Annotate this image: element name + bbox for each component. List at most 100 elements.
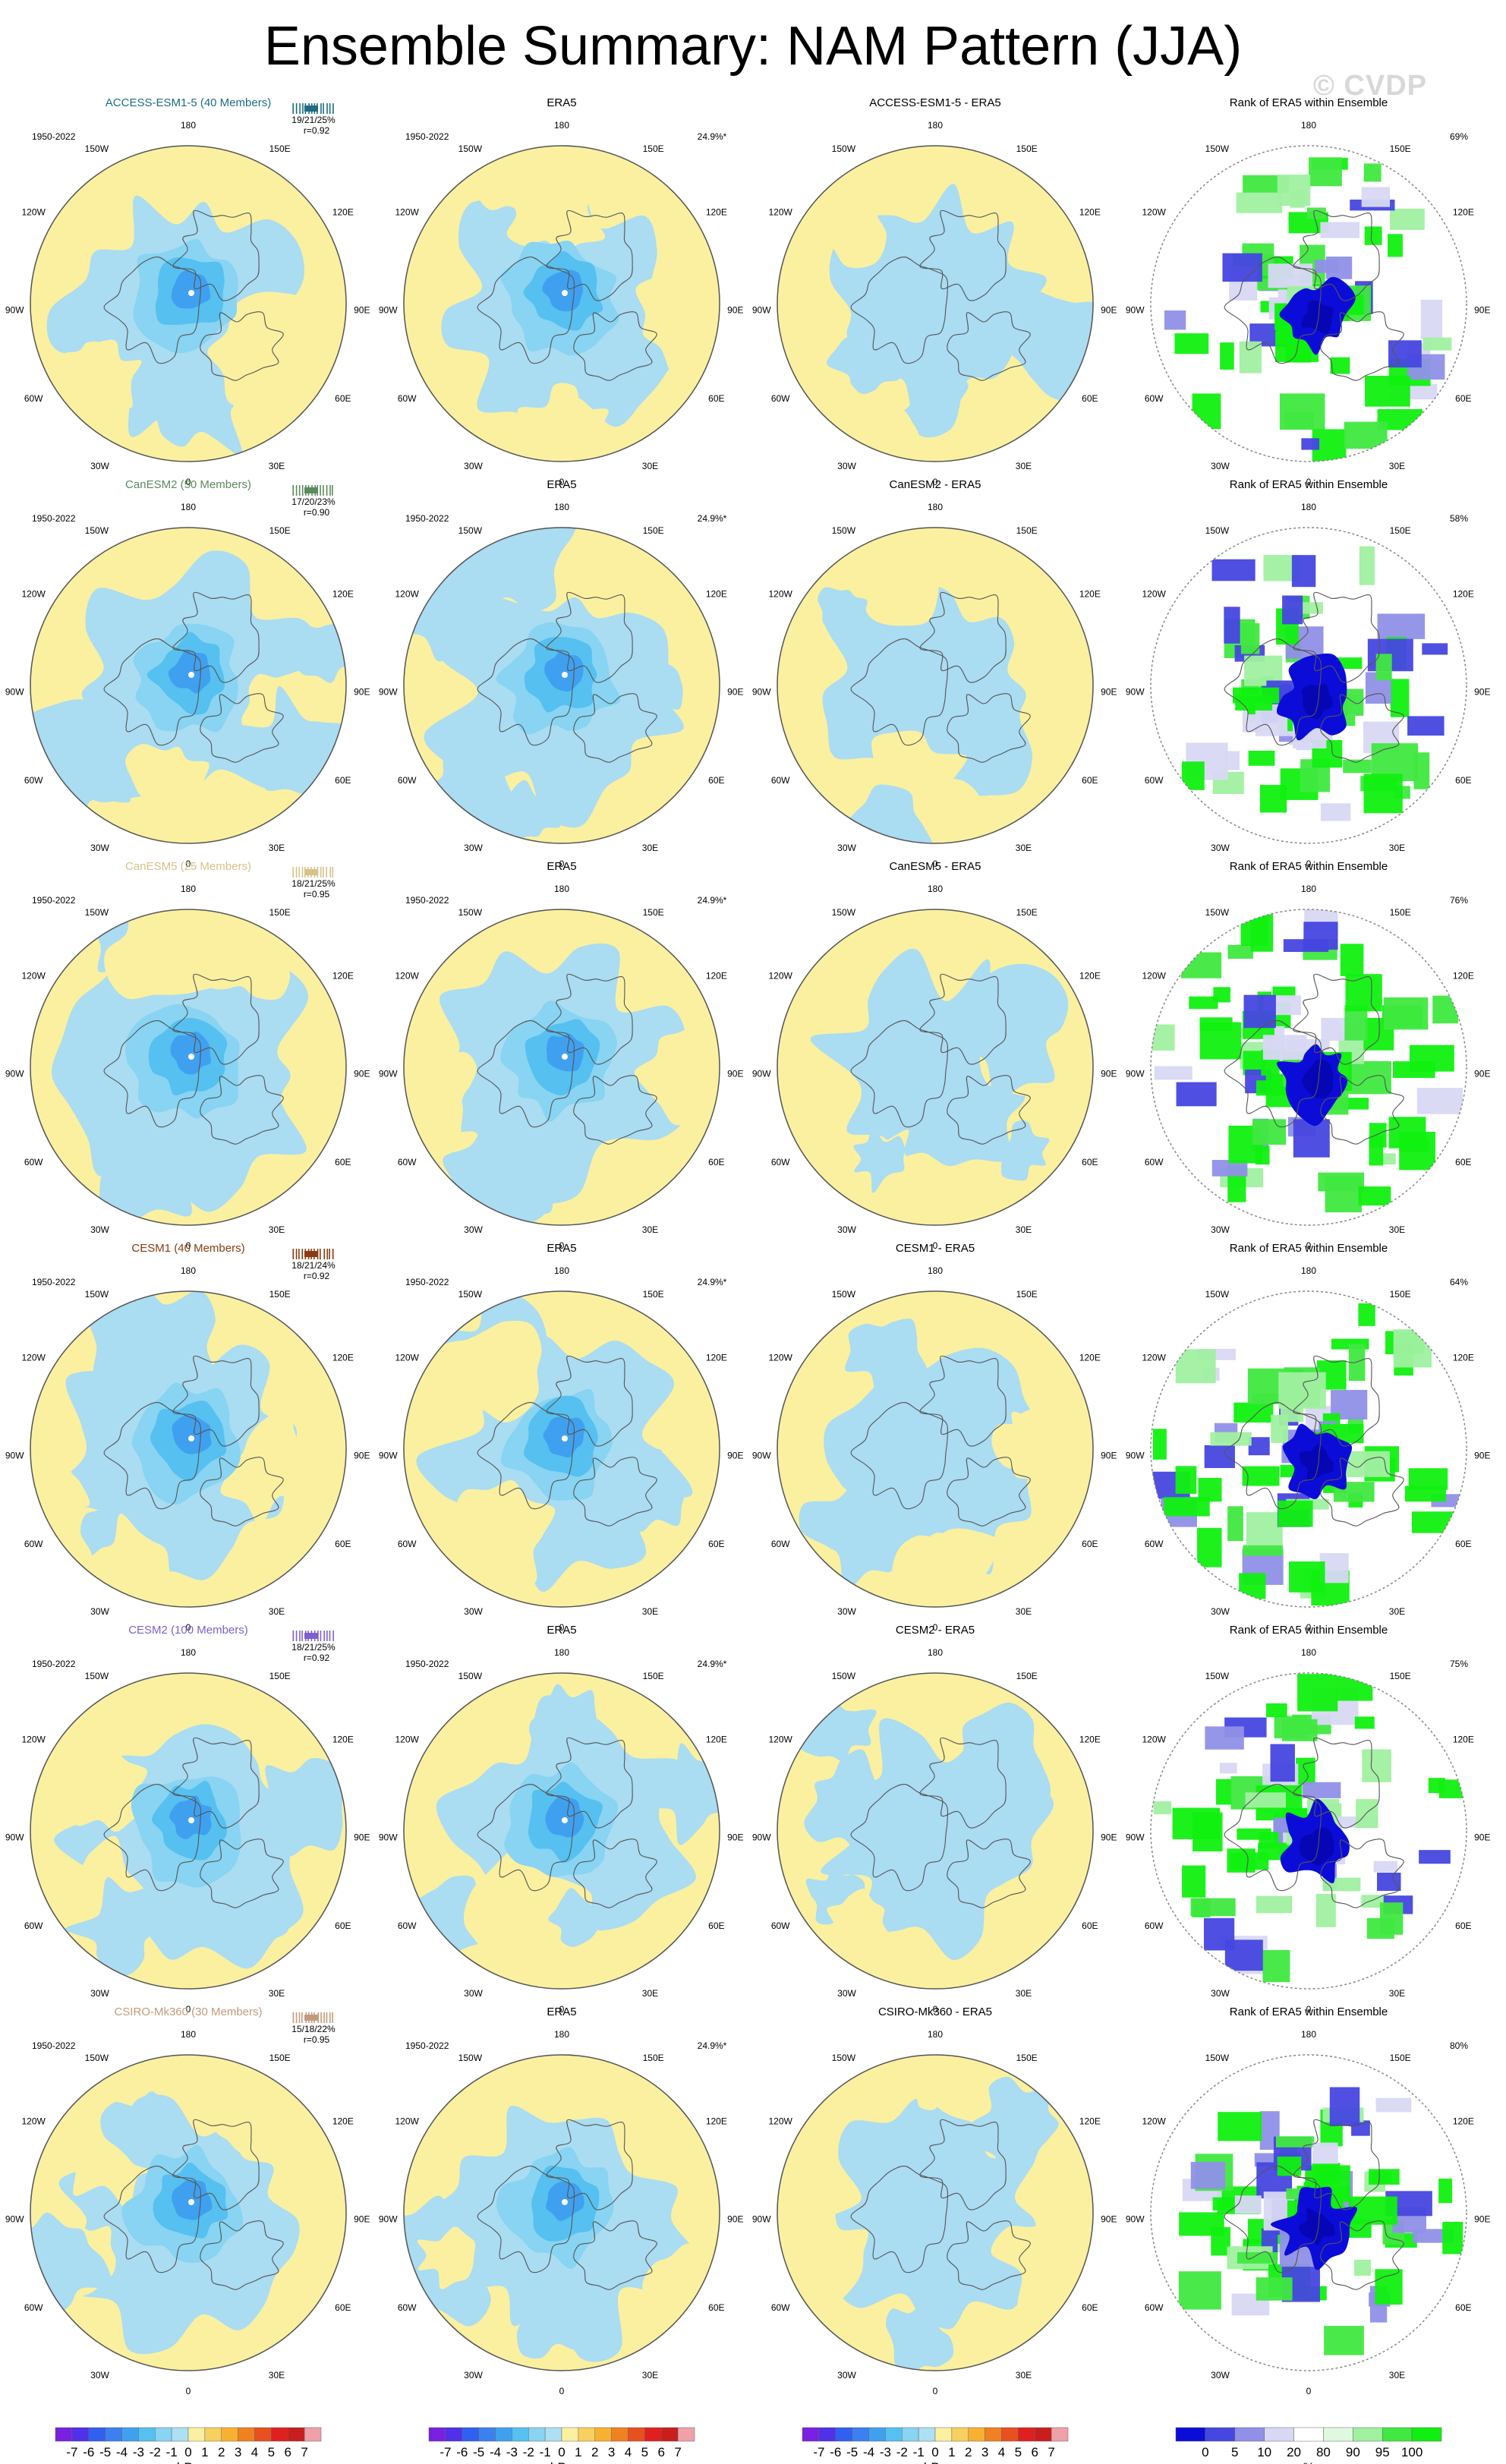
colorbar-cell bbox=[288, 2427, 305, 2442]
longitude-label: 150W bbox=[458, 1289, 483, 1300]
coastline bbox=[919, 2119, 1007, 2210]
panel-title: CSIRO-Mk360 (30 Members) bbox=[114, 2006, 262, 2018]
coastline bbox=[573, 1075, 657, 1145]
rank-cell bbox=[1380, 1153, 1396, 1165]
member-spread-tick bbox=[301, 1631, 303, 1641]
anomaly-patch bbox=[404, 1051, 477, 1130]
map-field bbox=[30, 1291, 346, 1607]
longitude-label: 30E bbox=[1016, 2370, 1032, 2381]
map-field bbox=[777, 1291, 1093, 1607]
panel-title: CESM1 (40 Members) bbox=[131, 1242, 244, 1255]
rank-cell bbox=[1404, 1486, 1446, 1502]
rank-cell bbox=[1416, 1088, 1463, 1114]
longitude-label: 30W bbox=[837, 461, 856, 471]
colorbar-cell bbox=[204, 2427, 222, 2442]
longitude-label: 30E bbox=[269, 1606, 285, 1617]
longitude-label: 150W bbox=[1205, 143, 1230, 154]
colorbar-cell bbox=[1035, 2427, 1052, 2442]
member-stats: 17/20/23% bbox=[291, 496, 336, 507]
panel-title: ACCESS-ESM1-5 - ERA5 bbox=[869, 96, 1000, 109]
longitude-label: 0 bbox=[1306, 1622, 1312, 1633]
rank-cell bbox=[1153, 1801, 1172, 1815]
anomaly-patch bbox=[30, 699, 131, 834]
member-spread-tick bbox=[295, 1631, 298, 1641]
map-field bbox=[404, 528, 720, 843]
longitude-label: 180 bbox=[181, 120, 196, 131]
rank-cell bbox=[1303, 1782, 1341, 1798]
longitude-label: 150W bbox=[1205, 1289, 1230, 1300]
longitude-label: 90W bbox=[379, 1450, 398, 1460]
map-outline bbox=[777, 2054, 1094, 2371]
model-pattern-panel: CESM2 (100 Members) 1950-2022 18/21/25%r=0… bbox=[5, 1624, 370, 2015]
longitude-label: 30E bbox=[1016, 1224, 1032, 1235]
rank-cell bbox=[1222, 253, 1262, 282]
rank-cell bbox=[1272, 986, 1296, 998]
rank-cell bbox=[1240, 623, 1260, 654]
map-field bbox=[777, 146, 1093, 462]
rank-cell bbox=[1248, 750, 1275, 766]
variance-explained: 24.9%* bbox=[698, 895, 727, 906]
longitude-label: 180 bbox=[928, 884, 943, 894]
longitude-label: 150W bbox=[832, 1289, 856, 1300]
rank-cell bbox=[1375, 654, 1392, 680]
longitude-label: 30E bbox=[269, 843, 285, 853]
rank-low-core bbox=[1301, 1060, 1334, 1098]
colorbar-cell bbox=[1175, 2427, 1206, 2442]
rank-cell bbox=[1388, 234, 1403, 257]
coastline bbox=[573, 1839, 657, 1908]
difference-panel: ACCESS-ESM1-5 - ERA5 180 150E 120E 90E 60E 30E… bbox=[752, 96, 1117, 487]
longitude-label: 0 bbox=[186, 859, 191, 869]
member-spread-tick bbox=[326, 2012, 328, 2023]
rank-panel: Rank of ERA5 within Ensemble 75% 180 150E 12… bbox=[1126, 1624, 1491, 2015]
longitude-label: 90W bbox=[5, 1068, 24, 1079]
colorbar-tick-label: -5 bbox=[99, 2445, 111, 2459]
panel-title: ERA5 bbox=[547, 96, 576, 109]
colorbar-tick-label: 6 bbox=[1032, 2445, 1038, 2459]
longitude-label: 60W bbox=[1145, 775, 1164, 786]
colorbar-cell bbox=[478, 2427, 496, 2442]
rank-cell bbox=[1176, 1082, 1217, 1107]
member-spread-tick bbox=[326, 485, 328, 496]
longitude-label: 0 bbox=[1306, 859, 1312, 869]
longitude-label: 150W bbox=[458, 143, 483, 154]
rank-cell bbox=[1252, 1119, 1287, 1145]
longitude-label: 90W bbox=[752, 686, 771, 697]
member-spread-tick bbox=[301, 867, 304, 878]
longitude-label: 90W bbox=[1126, 1068, 1145, 1079]
longitude-label: 150E bbox=[1016, 143, 1038, 154]
rank-low-core bbox=[1301, 301, 1334, 334]
anomaly-patch bbox=[30, 1436, 90, 1526]
north-pole-marker bbox=[188, 1435, 194, 1442]
colorbar-cell bbox=[171, 2427, 189, 2442]
longitude-label: 60E bbox=[1455, 2302, 1471, 2313]
anomaly-patch bbox=[210, 2087, 282, 2159]
pattern-correlation: r=0.95 bbox=[304, 889, 330, 900]
rank-cell bbox=[1190, 1898, 1236, 1917]
colorbar-tick-label: -7 bbox=[66, 2445, 77, 2459]
model-pattern-panel: CanESM2 (50 Members) 1950-2022 17/20/23%r=… bbox=[5, 478, 370, 869]
longitude-label: 90W bbox=[5, 1450, 24, 1460]
rank-cell bbox=[1358, 1186, 1391, 1206]
longitude-label: 120E bbox=[1453, 1734, 1474, 1744]
longitude-label: 150E bbox=[1016, 907, 1038, 918]
variance-explained: 24.9%* bbox=[698, 2040, 727, 2051]
longitude-label: 120E bbox=[706, 206, 727, 217]
longitude-label: 180 bbox=[181, 1647, 196, 1658]
longitude-label: 150E bbox=[1016, 1289, 1038, 1300]
rank-cell bbox=[1203, 1917, 1235, 1951]
rank-cell bbox=[1420, 299, 1443, 339]
rank-cell bbox=[1239, 341, 1262, 373]
rank-cell bbox=[1237, 2252, 1278, 2264]
page-title: Ensemble Summary: NAM Pattern (JJA) bbox=[263, 16, 1243, 77]
longitude-label: 30W bbox=[90, 461, 109, 471]
longitude-label: 180 bbox=[1301, 884, 1316, 894]
map-field bbox=[1151, 1673, 1467, 1989]
longitude-label: 150E bbox=[643, 1671, 664, 1681]
rank-cell bbox=[1318, 1172, 1365, 1192]
map-field bbox=[30, 2055, 346, 2371]
colorbar-cell bbox=[221, 2427, 238, 2442]
longitude-label: 60W bbox=[1145, 1157, 1164, 1167]
member-spread-box bbox=[304, 1633, 318, 1639]
longitude-label: 180 bbox=[928, 2029, 943, 2040]
